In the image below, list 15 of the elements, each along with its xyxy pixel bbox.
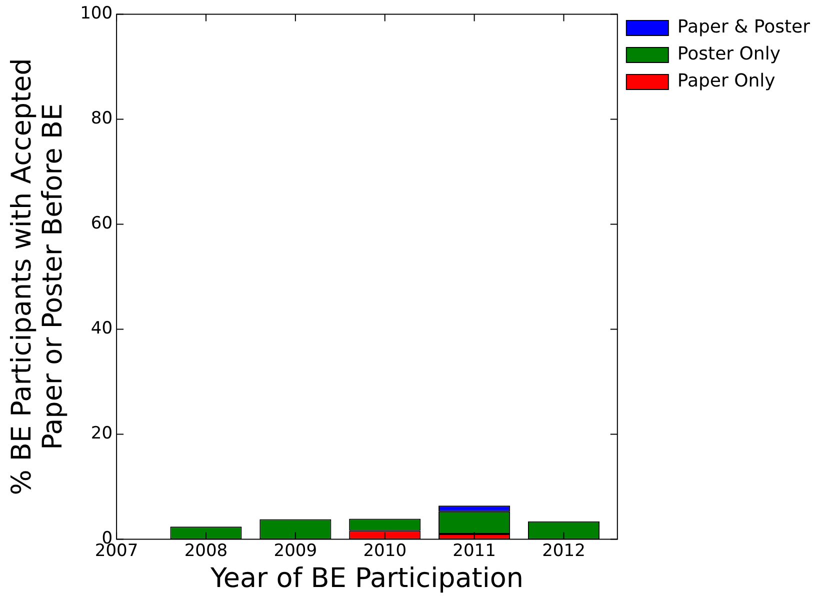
x-tick-label: 2010 — [363, 540, 406, 561]
y-tick-label: 20 — [90, 424, 113, 444]
x-tick-label: 2008 — [184, 540, 228, 561]
y-tick-label: 100 — [80, 4, 113, 24]
legend-label: Paper & Poster — [677, 16, 811, 38]
x-tick-label: 2011 — [452, 540, 496, 561]
x-tick-label: 2012 — [542, 540, 586, 561]
x-tick-label: 2009 — [274, 540, 318, 561]
y-tick-label: 80 — [90, 108, 113, 129]
y-tick-label: 60 — [90, 214, 113, 234]
legend-label: Paper Only — [677, 70, 776, 92]
legend-label: Poster Only — [677, 44, 781, 65]
y-tick-label: 40 — [90, 318, 113, 339]
x-axis-title: Year of BE Participation — [209, 562, 524, 594]
y-axis-title: % BE Participants with Accepted Paper or Poster Before BE — [6, 58, 69, 496]
